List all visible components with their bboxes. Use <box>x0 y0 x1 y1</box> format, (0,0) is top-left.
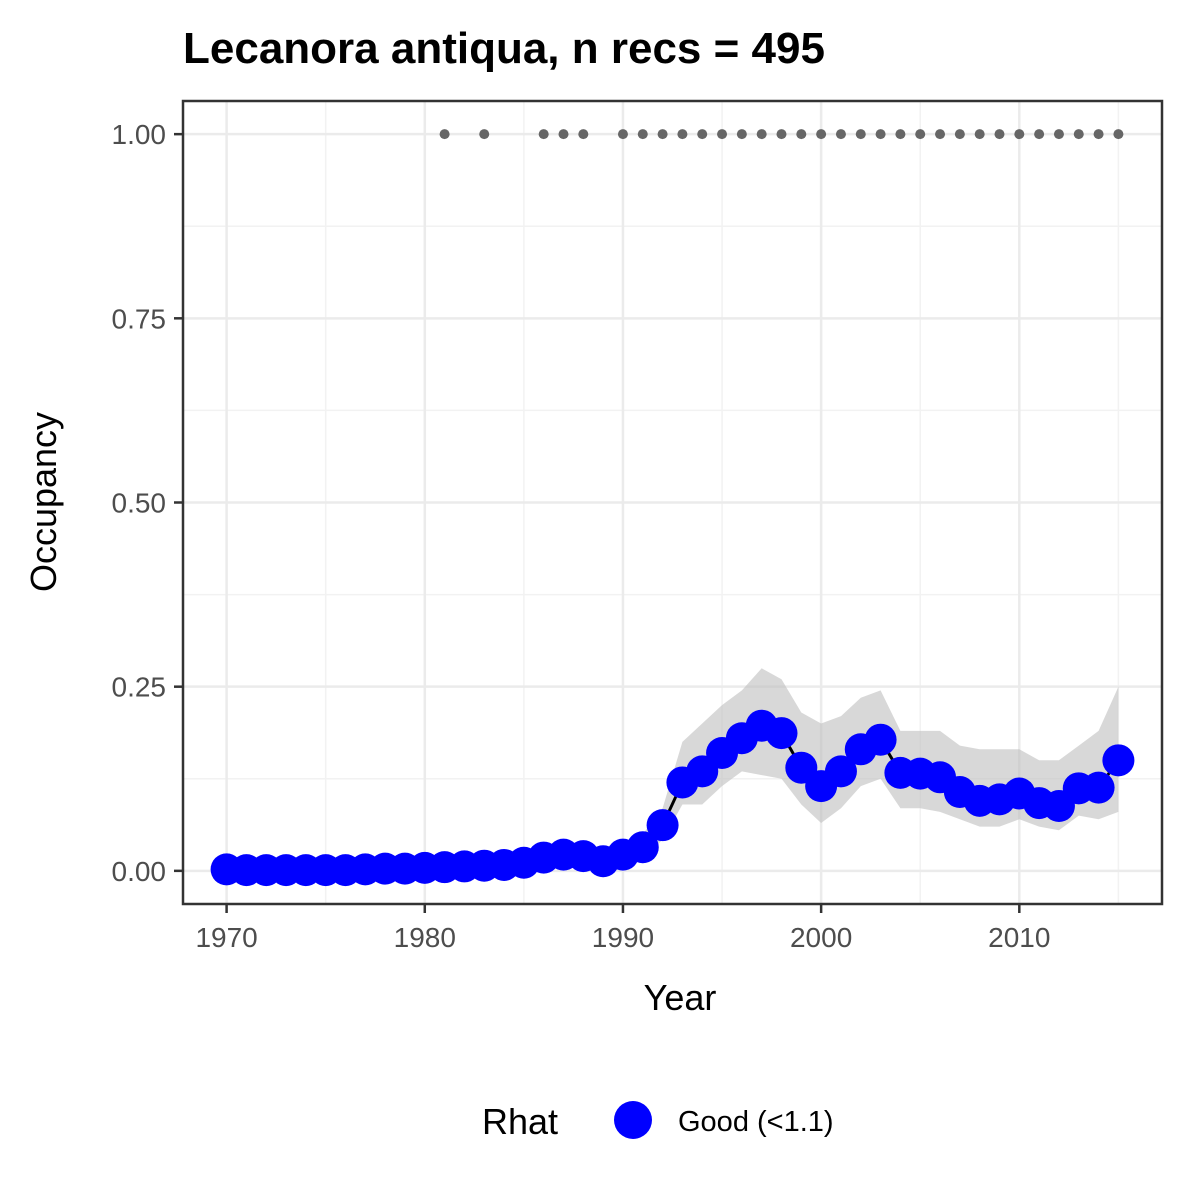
record-point <box>578 129 589 140</box>
legend-key-good <box>614 1101 652 1139</box>
occupancy-point <box>1082 771 1115 804</box>
occupancy-point <box>864 723 897 756</box>
record-point <box>895 129 906 140</box>
x-tick-label: 2000 <box>790 922 852 953</box>
x-axis-title: Year <box>644 977 717 1018</box>
record-point <box>935 129 946 140</box>
record-point <box>697 129 708 140</box>
record-point <box>776 129 787 140</box>
record-point <box>974 129 985 140</box>
y-tick-label: 0.25 <box>112 672 167 703</box>
record-point <box>1034 129 1045 140</box>
record-point <box>479 129 490 140</box>
x-tick-label: 2010 <box>988 922 1050 953</box>
y-tick-label: 0.00 <box>112 856 167 887</box>
record-point <box>954 129 965 140</box>
record-point <box>875 129 886 140</box>
record-point <box>994 129 1005 140</box>
record-point <box>637 129 648 140</box>
occupancy-point <box>765 717 798 750</box>
record-point <box>855 129 866 140</box>
occupancy-point <box>646 809 679 842</box>
record-point <box>816 129 827 140</box>
y-axis-title: Occupancy <box>23 412 64 592</box>
chart-title: Lecanora antiqua, n recs = 495 <box>183 24 825 73</box>
occupancy-point <box>824 755 857 788</box>
legend-label-good: Good (<1.1) <box>678 1106 834 1138</box>
y-tick-label: 1.00 <box>112 119 167 150</box>
record-point <box>1113 129 1124 140</box>
record-point <box>1073 129 1084 140</box>
occupancy-point <box>626 831 659 864</box>
record-point <box>717 129 728 140</box>
record-point <box>657 129 668 140</box>
record-point <box>617 129 628 140</box>
record-point <box>835 129 846 140</box>
legend-title: Rhat <box>482 1101 558 1142</box>
record-point <box>1014 129 1025 140</box>
record-point <box>1093 129 1104 140</box>
record-point <box>796 129 807 140</box>
record-point <box>558 129 569 140</box>
y-tick-label: 0.75 <box>112 303 167 334</box>
record-point <box>677 129 688 140</box>
occupancy-point <box>1102 744 1135 777</box>
legend: Rhat Good (<1.1) <box>482 1101 834 1142</box>
y-tick-label: 0.50 <box>112 488 167 519</box>
record-point <box>439 129 450 140</box>
x-tick-label: 1990 <box>592 922 654 953</box>
x-tick-label: 1970 <box>195 922 257 953</box>
x-tick-label: 1980 <box>394 922 456 953</box>
record-point <box>736 129 747 140</box>
record-point <box>538 129 549 140</box>
plot-area: 1970 1980 1990 2000 2010 0.00 0.25 0.50 0.75 1.00 <box>112 99 1164 953</box>
record-point <box>1053 129 1064 140</box>
record-point <box>756 129 767 140</box>
record-point <box>915 129 926 140</box>
